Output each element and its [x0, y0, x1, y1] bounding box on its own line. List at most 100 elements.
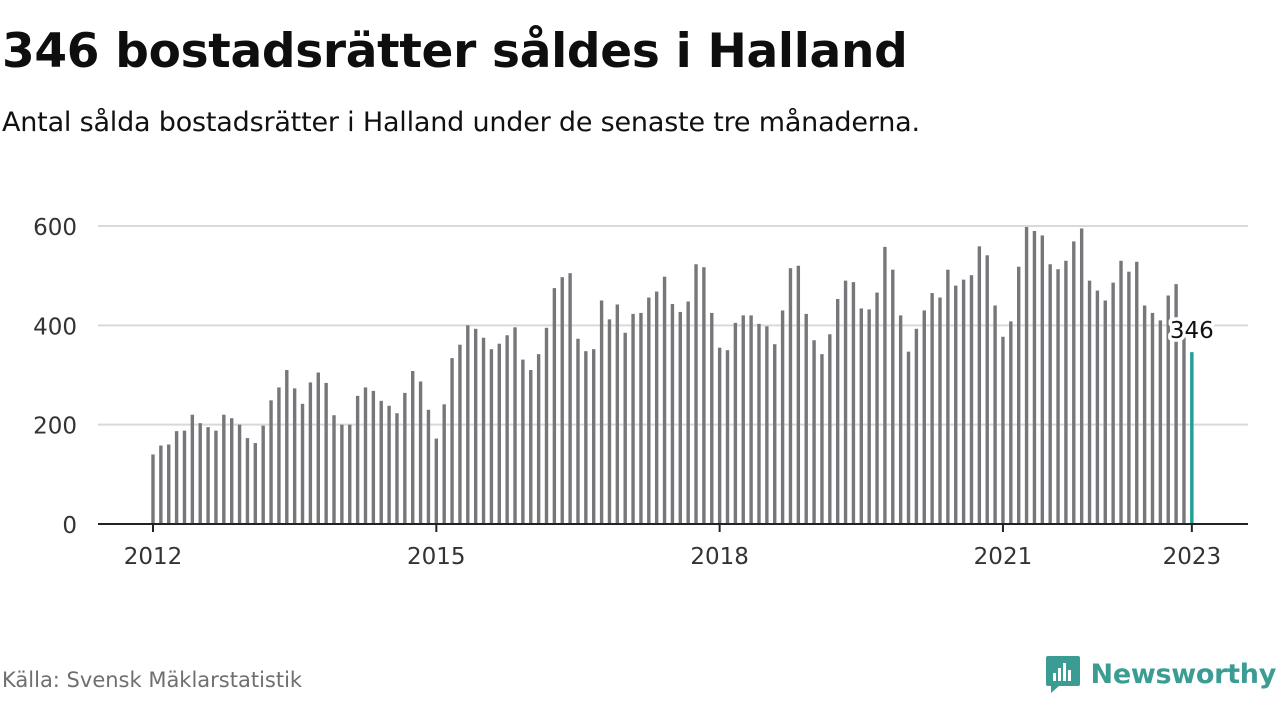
bar — [741, 315, 745, 524]
bar — [1174, 284, 1178, 524]
bar — [812, 340, 816, 524]
bar — [867, 309, 871, 524]
bar — [1150, 312, 1155, 524]
bar — [914, 328, 919, 524]
bar — [599, 300, 604, 524]
bar — [1135, 261, 1139, 524]
bar — [1127, 271, 1131, 524]
bar — [1095, 290, 1100, 524]
source-note: Källa: Svensk Mäklarstatistik — [2, 668, 303, 692]
x-tick-label-2023: 2023 — [1163, 544, 1222, 570]
bar — [568, 273, 572, 524]
bar — [159, 445, 163, 524]
bar — [898, 315, 903, 524]
bar — [843, 280, 848, 524]
bar — [647, 297, 651, 524]
bar — [182, 430, 187, 524]
bar — [883, 246, 887, 525]
axes: 0 200 400 600 2012 2015 2018 2021 2023 — [33, 215, 1248, 570]
bar — [1103, 300, 1107, 524]
bar — [702, 267, 706, 524]
bar — [851, 282, 856, 524]
bar — [206, 427, 210, 524]
bar — [292, 388, 297, 524]
bar — [733, 322, 738, 524]
bar — [371, 390, 376, 524]
brand-link[interactable]: Newsworthy — [1045, 652, 1276, 696]
bar — [1158, 320, 1163, 524]
brand-name: Newsworthy — [1090, 658, 1277, 690]
bar — [1182, 326, 1186, 524]
y-tick-label-400: 400 — [33, 314, 77, 340]
bar — [285, 370, 289, 524]
bar — [828, 334, 832, 524]
y-tick-label-600: 600 — [33, 215, 77, 241]
bar — [536, 354, 541, 524]
bar — [1001, 336, 1005, 524]
bar — [1017, 266, 1021, 524]
bar — [654, 291, 659, 524]
bar — [237, 424, 242, 524]
bar — [1087, 280, 1092, 524]
bar — [1064, 260, 1068, 524]
bar — [670, 303, 675, 524]
bar — [859, 308, 863, 524]
bar — [253, 443, 258, 524]
bar — [686, 301, 690, 524]
bar — [1024, 226, 1029, 525]
bar — [521, 359, 525, 524]
bar — [592, 349, 596, 524]
bar — [395, 413, 399, 524]
bar — [473, 328, 478, 524]
bar — [961, 279, 966, 524]
bar — [930, 293, 934, 524]
bar — [906, 351, 911, 524]
bar — [631, 313, 635, 524]
bar — [607, 319, 612, 524]
bar — [489, 349, 494, 524]
bar — [332, 415, 336, 524]
bar — [678, 311, 682, 524]
bar — [717, 347, 722, 524]
x-tick-label-2018: 2018 — [690, 544, 749, 570]
bar — [1166, 295, 1170, 524]
bar — [560, 277, 564, 524]
bar — [269, 400, 273, 524]
bar — [261, 425, 265, 524]
bar — [151, 454, 155, 524]
bar — [426, 409, 431, 524]
bar — [576, 338, 580, 524]
bar — [891, 269, 895, 524]
bar — [363, 387, 368, 524]
bar — [788, 268, 793, 524]
bar — [1079, 228, 1084, 525]
bar — [1072, 241, 1076, 524]
bar — [308, 382, 313, 524]
x-tick-label-2012: 2012 — [124, 544, 183, 570]
bar — [875, 292, 879, 524]
bar — [615, 304, 620, 524]
bar — [725, 350, 730, 524]
value-label-halo: 346 — [1170, 318, 1214, 344]
y-tick-label-200: 200 — [33, 414, 77, 440]
bar — [355, 395, 360, 524]
x-tick-label-2021: 2021 — [974, 544, 1033, 570]
x-tick-label-2015: 2015 — [407, 544, 466, 570]
bar — [513, 327, 517, 524]
bar — [544, 327, 549, 524]
bar — [922, 310, 926, 524]
bar — [418, 381, 423, 524]
value-label: 346 — [1170, 318, 1214, 344]
bar — [379, 400, 383, 524]
bar — [198, 423, 202, 524]
bar — [529, 370, 533, 524]
bar — [505, 335, 509, 524]
bar — [403, 392, 407, 524]
bar — [411, 371, 415, 524]
chart-title: 346 bostadsrätter såldes i Halland — [2, 24, 908, 79]
bar — [623, 332, 627, 524]
bar — [835, 299, 840, 524]
bar — [300, 403, 305, 524]
bar — [749, 315, 753, 524]
